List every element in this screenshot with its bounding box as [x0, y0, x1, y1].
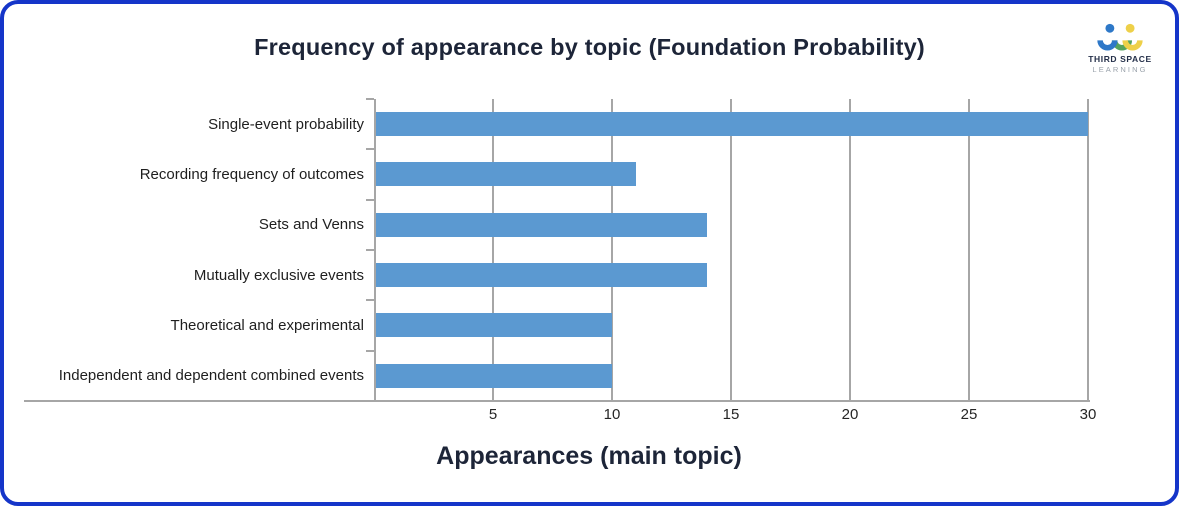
category-tick-mark: [366, 198, 374, 201]
bar-row: [374, 149, 1088, 199]
logo-text-line1: THIRD SPACE: [1088, 54, 1152, 64]
category-tick-mark: [366, 349, 374, 352]
category-axis: Single-event probability Recording freque…: [26, 99, 368, 401]
x-tick-label: 25: [960, 406, 978, 423]
third-space-learning-logo: THIRD SPACE LEARNING: [1081, 20, 1159, 74]
gridline: [968, 99, 970, 401]
category-label: Theoretical and experimental: [170, 316, 364, 334]
bar: [374, 313, 612, 338]
gridline: [611, 99, 613, 401]
category-label: Sets and Venns: [258, 216, 364, 234]
x-tick-row: 5 10 15 20 25 30: [374, 406, 1097, 426]
plot-area: [366, 98, 1089, 402]
x-tick-label: 30: [1079, 406, 1097, 423]
bar-row: [374, 99, 1088, 149]
bar-row: [374, 200, 1088, 250]
category-label: Recording frequency of outcomes: [139, 165, 364, 183]
bar-row: [374, 250, 1088, 300]
bar: [374, 263, 708, 287]
x-axis-title: Appearances (main topic): [436, 442, 742, 470]
category-tick-mark: [366, 148, 374, 151]
bar: [374, 212, 708, 237]
x-tick-label: 5: [488, 406, 498, 423]
category-tick-mark: [366, 299, 374, 302]
category-tick-mark: [366, 249, 374, 251]
category-tick-mark: [366, 98, 374, 100]
category-label: Independent and dependent combined event…: [58, 367, 364, 385]
category-label: Single-event probability: [208, 115, 364, 133]
bar: [374, 363, 612, 388]
logo-people-icon: [1097, 23, 1143, 51]
gridline: [492, 99, 494, 401]
gridline: [849, 99, 851, 401]
x-axis-line: [24, 400, 1090, 402]
logo-text-line2: LEARNING: [1092, 65, 1148, 74]
x-tick-label: 20: [841, 406, 859, 423]
bar-row: [374, 300, 1088, 350]
bar: [374, 162, 636, 187]
y-axis-line: [374, 99, 376, 402]
bar-row: [374, 351, 1088, 401]
gridline: [730, 99, 732, 401]
category-label: Mutually exclusive events: [193, 266, 364, 284]
gridline: [1087, 99, 1089, 401]
page-title: Frequency of appearance by topic (Founda…: [254, 34, 925, 60]
x-tick-label: 10: [603, 406, 621, 423]
bar: [374, 112, 1088, 136]
x-tick-label: 15: [722, 406, 740, 423]
